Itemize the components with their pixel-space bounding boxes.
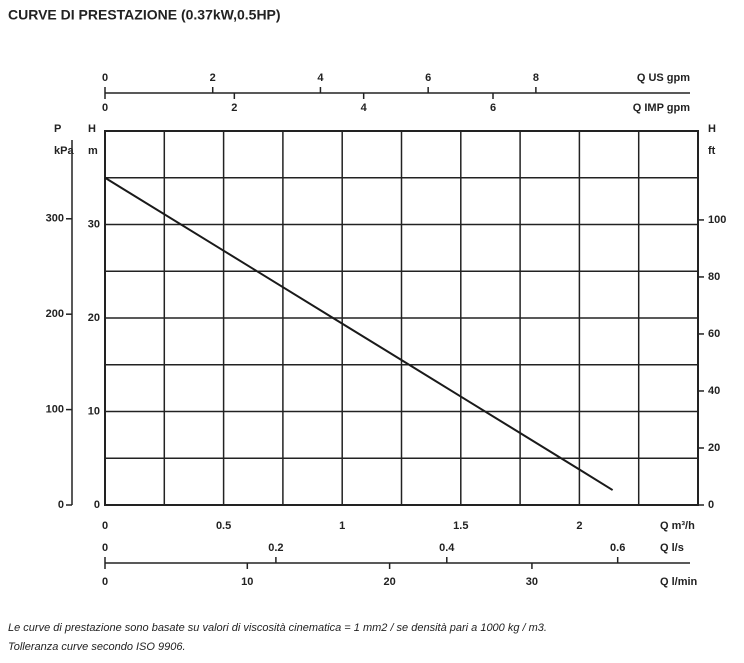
tick-label: 0 [102, 102, 108, 114]
y-tick-label: 30 [88, 218, 100, 230]
axis-title: P [54, 123, 61, 135]
tick-label: 20 [708, 442, 720, 454]
note: Le curve di prestazione sono basate su v… [8, 622, 547, 634]
tick-label: 2 [231, 102, 237, 114]
tick-label: 0 [102, 72, 108, 84]
x-tick-label: 0 [102, 520, 108, 532]
x-tick-label: 1.5 [453, 520, 468, 532]
tick-label: 0.4 [439, 542, 455, 554]
tick-label: 40 [708, 385, 720, 397]
y-tick-label: 20 [88, 312, 100, 324]
tick-label: 0.6 [610, 542, 625, 554]
tick-label: 0 [102, 542, 108, 554]
tick-label: 0 [102, 576, 108, 588]
tick-label: 100 [708, 214, 726, 226]
chart-title: CURVE DI PRESTAZIONE (0.37kW,0.5HP) [8, 7, 281, 23]
tick-label: 10 [241, 576, 253, 588]
x-tick-label: 1 [339, 520, 345, 532]
y-axis-title: m [88, 145, 98, 157]
axis-title: Q l/min [660, 576, 698, 588]
axis-title: Q IMP gpm [633, 102, 690, 114]
y-axis-title: H [88, 123, 96, 135]
axis-title: ft [708, 145, 716, 157]
tick-label: 8 [533, 72, 539, 84]
tick-label: 0 [58, 499, 64, 511]
axis-title: H [708, 123, 716, 135]
tick-label: 2 [210, 72, 216, 84]
tick-label: 4 [317, 72, 324, 84]
tick-label: 80 [708, 271, 720, 283]
curve [104, 176, 614, 491]
y-tick-label: 10 [88, 405, 100, 417]
tick-label: 30 [526, 576, 538, 588]
tick-label: 20 [383, 576, 395, 588]
x-tick-label: 0.5 [216, 520, 231, 532]
axis-title: kPa [54, 145, 74, 157]
tick-label: 300 [46, 213, 64, 225]
axis-title: Q US gpm [637, 72, 690, 84]
tick-label: 100 [46, 403, 64, 415]
tick-label: 0 [708, 499, 714, 511]
axis-title: Q l/s [660, 542, 684, 554]
x-axis-title: Q m³/h [660, 520, 695, 532]
y-tick-label: 0 [94, 499, 100, 511]
tick-label: 4 [361, 102, 368, 114]
tick-label: 6 [490, 102, 496, 114]
tick-label: 0.2 [268, 542, 283, 554]
tick-label: 60 [708, 328, 720, 340]
note: Tolleranza curve secondo ISO 9906. [8, 641, 186, 653]
tick-label: 6 [425, 72, 431, 84]
x-tick-label: 2 [576, 520, 582, 532]
tick-label: 200 [46, 308, 64, 320]
